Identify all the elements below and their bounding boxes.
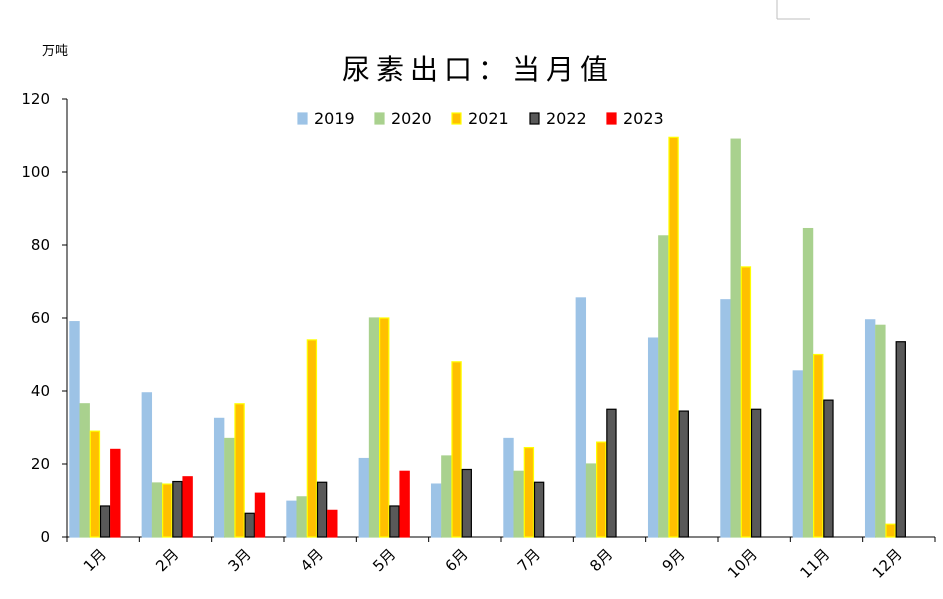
bar-2022-10 [823,399,834,538]
y-tick-label: 100 [21,163,50,181]
bar-2021-5 [451,361,462,538]
chart-title: 尿素出口：当月值 [342,53,614,86]
x-tick-label: 1月 [80,545,110,575]
bar-2022-0 [99,505,111,538]
bar-2023-1 [182,476,193,538]
bar-2019-7 [575,297,587,538]
bar-2019-1 [141,392,153,538]
legend-label-2021: 2021 [468,109,509,128]
bar-2021-11 [885,523,896,538]
bar-2019-9 [720,299,731,538]
bar-2019-10 [792,370,804,538]
bar-2021-7 [596,441,607,538]
x-tick-label: 3月 [225,545,255,575]
bar-2019-3 [286,500,297,538]
x-tick-label: 4月 [297,545,327,575]
bar-2021-6 [523,446,535,538]
bar-2019-4 [358,457,370,538]
bar-2022-2 [244,512,255,538]
bar-2019-2 [213,417,225,538]
bar-2021-9 [740,266,752,538]
bar-2022-3 [316,481,328,538]
bar-2022-9 [750,408,762,538]
bar-2021-3 [306,339,318,538]
legend-swatch-2019 [297,112,308,125]
x-tick-label: 6月 [442,545,472,575]
x-tick-label: 11月 [796,545,833,582]
legend-swatch-2023 [606,112,617,125]
bar-2020-2 [224,437,235,538]
bar-2020-1 [151,482,163,538]
bar-2022-6 [533,481,545,538]
bar-2020-5 [441,455,452,538]
y-tick-label: 40 [31,382,50,400]
legend-swatch-2022 [529,112,540,125]
bar-2020-8 [658,235,669,538]
bar-2022-5 [461,468,472,538]
x-tick-label: 12月 [869,545,906,582]
bar-2022-1 [172,480,183,538]
bar-2021-1 [162,483,173,538]
x-tick-label: 5月 [369,545,399,575]
bar-2020-4 [368,317,380,538]
x-tick-label: 2月 [152,545,182,575]
bar-2019-6 [503,437,514,538]
legend-label-2022: 2022 [546,109,587,128]
bar-2020-11 [875,324,886,538]
y-tick-label: 80 [31,236,50,254]
y-tick-label: 120 [21,90,50,108]
bar-2020-10 [802,227,814,538]
y-tick-label: 60 [31,309,50,327]
bar-2021-8 [668,136,679,538]
bar-2022-4 [389,505,400,538]
bar-2023-0 [110,448,121,538]
bar-2023-4 [399,470,410,538]
bar-2021-2 [234,403,245,538]
bar-2023-2 [254,492,266,538]
bar-2022-8 [678,410,689,538]
x-tick-label: 10月 [724,545,761,582]
bar-2023-3 [327,509,338,538]
bar-2021-10 [813,353,824,538]
x-tick-label: 8月 [586,545,616,575]
bar-2019-5 [430,483,442,538]
bar-2022-7 [606,408,617,538]
x-tick-label: 7月 [514,545,544,575]
bar-2020-6 [513,470,524,538]
legend-swatch-2021 [451,112,462,125]
bar-2020-9 [730,138,741,538]
y-tick-label: 0 [40,528,50,546]
bar-2022-11 [895,341,906,538]
legend-label-2019: 2019 [314,109,355,128]
y-tick-label: 20 [31,455,50,473]
bar-2020-7 [585,463,597,538]
bar-2021-0 [89,430,101,538]
legend-label-2023: 2023 [623,109,664,128]
bar-2019-0 [69,321,80,538]
bar-2019-11 [864,319,876,538]
x-tick-label: 9月 [659,545,689,575]
bar-2020-3 [296,496,307,538]
legend-label-2020: 2020 [391,109,432,128]
bar-2021-4 [379,317,390,538]
y-axis-unit: 万吨 [42,44,68,59]
legend-swatch-2020 [374,112,385,125]
bar-2020-0 [79,403,90,538]
bar-2019-8 [647,337,659,538]
